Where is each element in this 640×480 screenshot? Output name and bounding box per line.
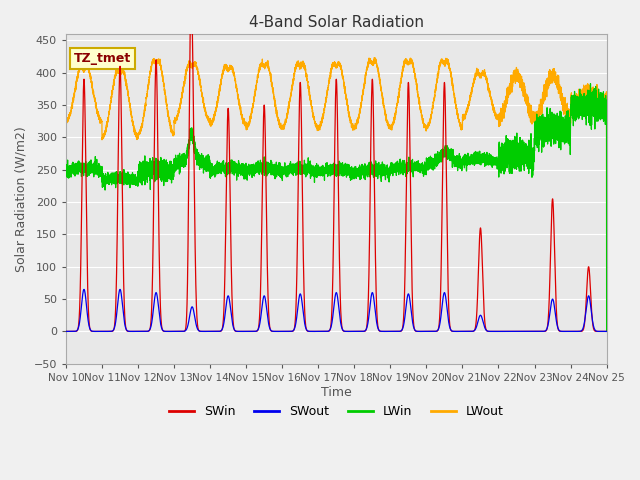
Text: TZ_tmet: TZ_tmet [74, 52, 131, 65]
Legend: SWin, SWout, LWin, LWout: SWin, SWout, LWin, LWout [164, 400, 509, 423]
X-axis label: Time: Time [321, 385, 351, 398]
Y-axis label: Solar Radiation (W/m2): Solar Radiation (W/m2) [15, 126, 28, 272]
Title: 4-Band Solar Radiation: 4-Band Solar Radiation [249, 15, 424, 30]
